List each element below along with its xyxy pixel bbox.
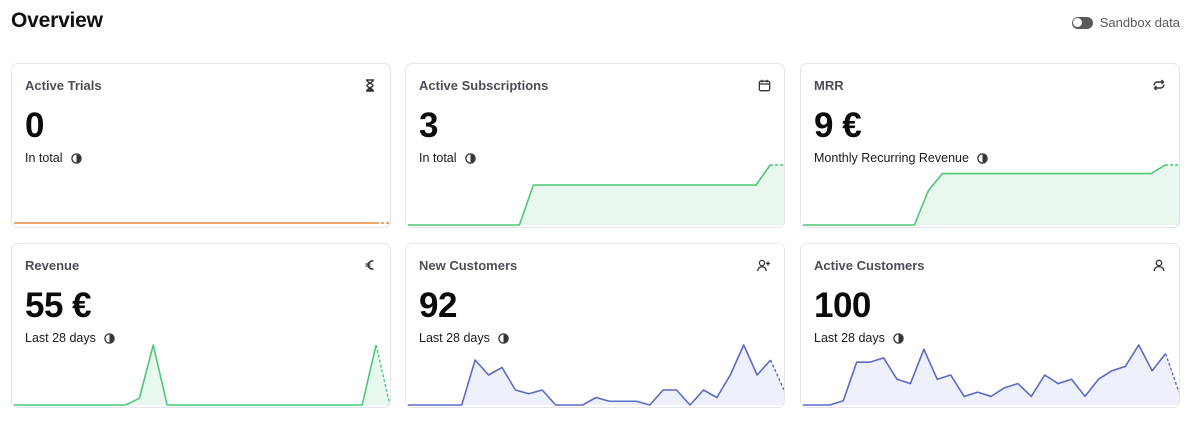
card-subtitle: Monthly Recurring Revenue <box>814 151 969 165</box>
card-revenue[interactable]: Revenue 55 € Last 28 days <box>11 243 391 408</box>
sandbox-data-label: Sandbox data <box>1099 15 1180 30</box>
card-active-subscriptions[interactable]: Active Subscriptions 3 In total <box>405 63 785 228</box>
card-subtitle-row: Last 28 days <box>419 331 509 345</box>
sparkline-area <box>408 165 784 225</box>
sparkline-chart <box>408 344 784 406</box>
euro-icon <box>363 258 377 272</box>
sparkline-line <box>14 344 377 406</box>
info-icon[interactable] <box>70 152 82 164</box>
info-icon[interactable] <box>893 332 904 344</box>
info-icon[interactable] <box>977 152 988 164</box>
sandbox-data-toggle[interactable]: Sandbox data <box>1071 15 1180 30</box>
user-icon <box>1152 258 1166 272</box>
user-plus-icon <box>757 258 771 272</box>
sparkline-line <box>803 344 1167 406</box>
sparkline-projection <box>769 359 784 391</box>
card-mrr[interactable]: MRR 9 € Monthly Recurring Revenue <box>800 63 1180 228</box>
card-title: Active Trials <box>25 78 102 93</box>
card-subtitle: Last 28 days <box>419 331 490 345</box>
sparkline-line <box>803 164 1166 226</box>
card-subtitle-row: In total <box>419 151 476 165</box>
card-subtitle-row: Monthly Recurring Revenue <box>814 151 988 165</box>
card-subtitle-row: In total <box>25 151 82 165</box>
sparkline-chart <box>14 344 390 406</box>
card-title: Active Subscriptions <box>419 78 549 93</box>
card-subtitle: In total <box>419 151 457 165</box>
sparkline-line <box>408 344 772 406</box>
card-title: MRR <box>814 78 844 93</box>
sparkline-area <box>408 345 784 405</box>
card-value: 92 <box>419 286 457 325</box>
card-subtitle: Last 28 days <box>814 331 885 345</box>
card-active-trials[interactable]: Active Trials 0 In total <box>11 63 391 228</box>
card-value: 55 € <box>25 286 92 325</box>
card-title: Revenue <box>25 258 80 273</box>
hourglass-icon <box>363 78 377 92</box>
card-value: 100 <box>814 286 871 325</box>
page-title: Overview <box>11 9 103 32</box>
card-subtitle-row: Last 28 days <box>814 331 904 345</box>
sparkline-line <box>408 164 771 226</box>
card-value: 0 <box>25 106 44 145</box>
sparkline-chart <box>803 164 1179 226</box>
card-value: 9 € <box>814 106 862 145</box>
card-title: New Customers <box>419 258 518 273</box>
sparkline-projection <box>1164 353 1179 393</box>
sparkline-area <box>803 345 1179 405</box>
card-subtitle: In total <box>25 151 63 165</box>
card-active-customers[interactable]: Active Customers 100 Last 28 days <box>800 243 1180 408</box>
sparkline-chart <box>14 222 390 224</box>
card-subtitle-row: Last 28 days <box>25 331 115 345</box>
info-icon[interactable] <box>464 152 476 164</box>
repeat-icon <box>1152 78 1166 92</box>
sparkline-area <box>803 165 1179 225</box>
card-value: 3 <box>419 106 438 145</box>
card-subtitle: Last 28 days <box>25 331 96 345</box>
card-title: Active Customers <box>814 258 925 273</box>
info-icon[interactable] <box>498 332 509 344</box>
sparkline-chart <box>408 164 784 226</box>
calendar-icon <box>757 78 771 92</box>
sparkline-area <box>14 345 390 405</box>
sparkline-chart <box>803 344 1179 406</box>
sparkline-projection <box>375 344 390 406</box>
card-new-customers[interactable]: New Customers 92 Last 28 days <box>405 243 785 408</box>
toggle-switch[interactable] <box>1071 16 1093 29</box>
info-icon[interactable] <box>104 332 115 344</box>
